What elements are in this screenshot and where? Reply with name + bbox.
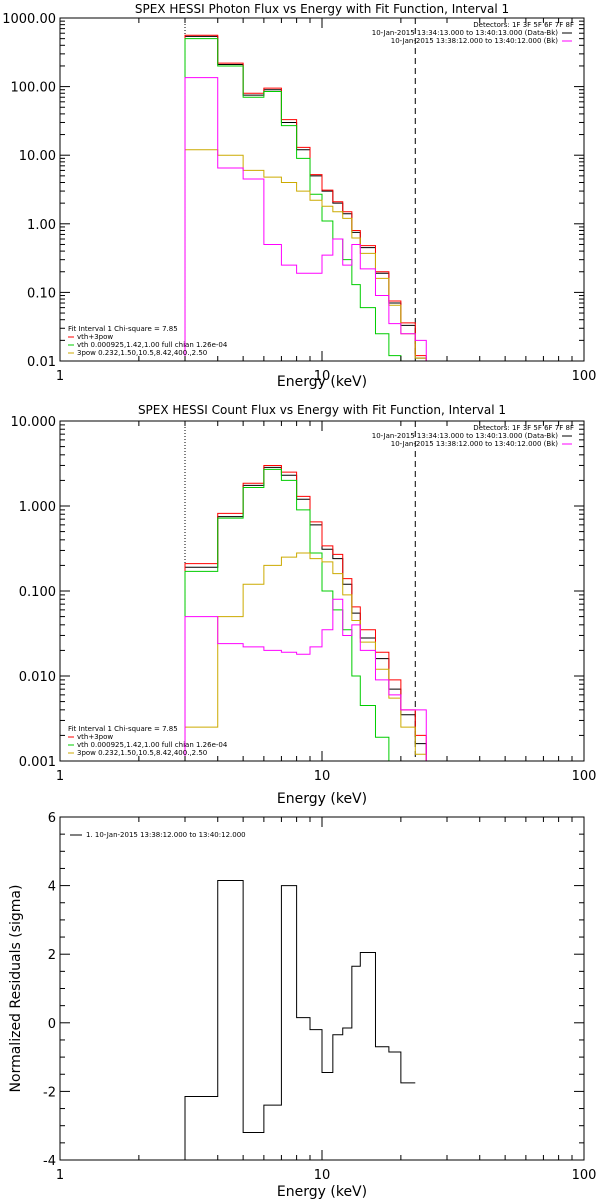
- y-tick-label: 0.010: [19, 670, 56, 685]
- legend: 1. 10-Jan-2015 13:38:12.000 to 13:40:12.…: [70, 831, 246, 839]
- legend-entry-label: 10-Jan-2015 13:38:12.000 to 13:40:12.000…: [391, 37, 559, 45]
- chart-panel-1: SPEX HESSI Photon Flux vs Energy with Fi…: [2, 2, 596, 390]
- plot-frame: [59, 816, 585, 1161]
- chart-panel-3: 1 10 100 Energy (keV) -4 -2 0 2 4 6 Normalized Res…: [8, 811, 596, 1200]
- y-tick-label: 0.100: [19, 585, 56, 600]
- legend-entry-label: 10-Jan-2015 13:38:12.000 to 13:40:12.000…: [391, 440, 559, 448]
- series-group: [184, 879, 416, 1160]
- series-line-data-bk: [184, 466, 427, 761]
- x-axis-label: Energy (keV): [277, 374, 367, 390]
- chart-title: SPEX HESSI Count Flux vs Energy with Fit…: [138, 403, 506, 417]
- series-line-data-bk: [184, 35, 427, 361]
- x-tick-label: 10: [314, 769, 331, 784]
- series-line-bk: [184, 598, 427, 761]
- y-axis-label: Normalized Residuals (sigma): [8, 885, 24, 1093]
- x-tick-label: 1: [56, 769, 64, 784]
- series-line-vth: [184, 468, 427, 761]
- series-line-3pow: [184, 149, 427, 361]
- series-line-3pow: [184, 552, 427, 761]
- y-tick-label: 0: [48, 1017, 56, 1032]
- legend-header: Fit Interval 1 Chi-square = 7.85: [68, 725, 178, 733]
- y-tick-label: 2: [48, 948, 56, 963]
- y-tick-label: 4: [48, 880, 56, 895]
- legend-entry-label: 10-Jan-2015 13:34:13.000 to 13:40:13.000…: [372, 432, 559, 440]
- x-tick-label: 100: [572, 769, 597, 784]
- x-axis-label: Energy (keV): [277, 791, 367, 807]
- legend-header: Fit Interval 1 Chi-square = 7.85: [68, 325, 178, 333]
- series-group: [184, 464, 427, 761]
- series-group: [184, 34, 427, 361]
- y-tick-label: -4: [43, 1154, 56, 1169]
- y-tick-label: 10.00: [19, 149, 56, 164]
- x-tick-label: 100: [572, 369, 597, 384]
- y-tick-label: 0.10: [27, 286, 56, 301]
- x-tick-label: 100: [572, 1168, 597, 1183]
- y-tick-label: 100.00: [11, 81, 57, 96]
- legend-entry-label: 1. 10-Jan-2015 13:38:12.000 to 13:40:12.…: [86, 831, 246, 839]
- y-tick-label: 10.000: [11, 415, 57, 430]
- series-line-vth-3pow: [184, 464, 427, 761]
- x-tick-label: 10: [314, 369, 331, 384]
- legend-entry-label: vth+3pow: [77, 733, 113, 741]
- y-tick-label: -2: [43, 1085, 56, 1100]
- series-line-residuals: [184, 879, 416, 1160]
- x-tick-label: 10: [314, 1168, 331, 1183]
- x-tick-label: 1: [56, 369, 64, 384]
- y-tick-label: 1000.00: [2, 12, 56, 27]
- legend-bottom-left: Fit Interval 1 Chi-square = 7.85vth+3pow…: [68, 325, 228, 357]
- y-tick-label: 0.001: [19, 755, 56, 770]
- legend-entry-label: 10-Jan-2015 13:34:13.000 to 13:40:13.000…: [372, 29, 559, 37]
- y-tick-label: 1.00: [27, 218, 56, 233]
- legend-entry-label: vth 0.000925,1.42,1.00 full chian 1.26e-…: [77, 341, 228, 349]
- legend-bottom-left: Fit Interval 1 Chi-square = 7.85vth+3pow…: [68, 725, 228, 757]
- legend-header: Detectors: 1F 3F 5F 6F 7F 8F: [473, 424, 574, 432]
- legend-entry-label: vth 0.000925,1.42,1.00 full chian 1.26e-…: [77, 741, 228, 749]
- legend-header: Detectors: 1F 3F 5F 6F 7F 8F: [473, 21, 574, 29]
- legend-entry-label: 3pow 0.232,1.50,10.5,8.42,400.,2.50: [77, 749, 207, 757]
- x-tick-label: 1: [56, 1168, 64, 1183]
- series-line-vth-3pow: [184, 34, 427, 361]
- chart-title: SPEX HESSI Photon Flux vs Energy with Fi…: [135, 2, 509, 16]
- y-tick-label: 6: [48, 811, 56, 826]
- y-tick-label: 1.000: [19, 500, 56, 515]
- series-line-bk: [184, 77, 427, 361]
- legend-entry-label: 3pow 0.232,1.50,10.5,8.42,400.,2.50: [77, 349, 207, 357]
- chart-panel-2: SPEX HESSI Count Flux vs Energy with Fit…: [11, 403, 597, 807]
- legend-top-right: Detectors: 1F 3F 5F 6F 7F 8F10-Jan-2015 …: [372, 21, 574, 45]
- x-axis-label: Energy (keV): [277, 1184, 367, 1200]
- y-tick-label: 0.01: [27, 355, 56, 370]
- series-line-vth: [184, 38, 427, 361]
- legend-entry-label: vth+3pow: [77, 333, 113, 341]
- legend-top-right: Detectors: 1F 3F 5F 6F 7F 8F10-Jan-2015 …: [372, 424, 574, 448]
